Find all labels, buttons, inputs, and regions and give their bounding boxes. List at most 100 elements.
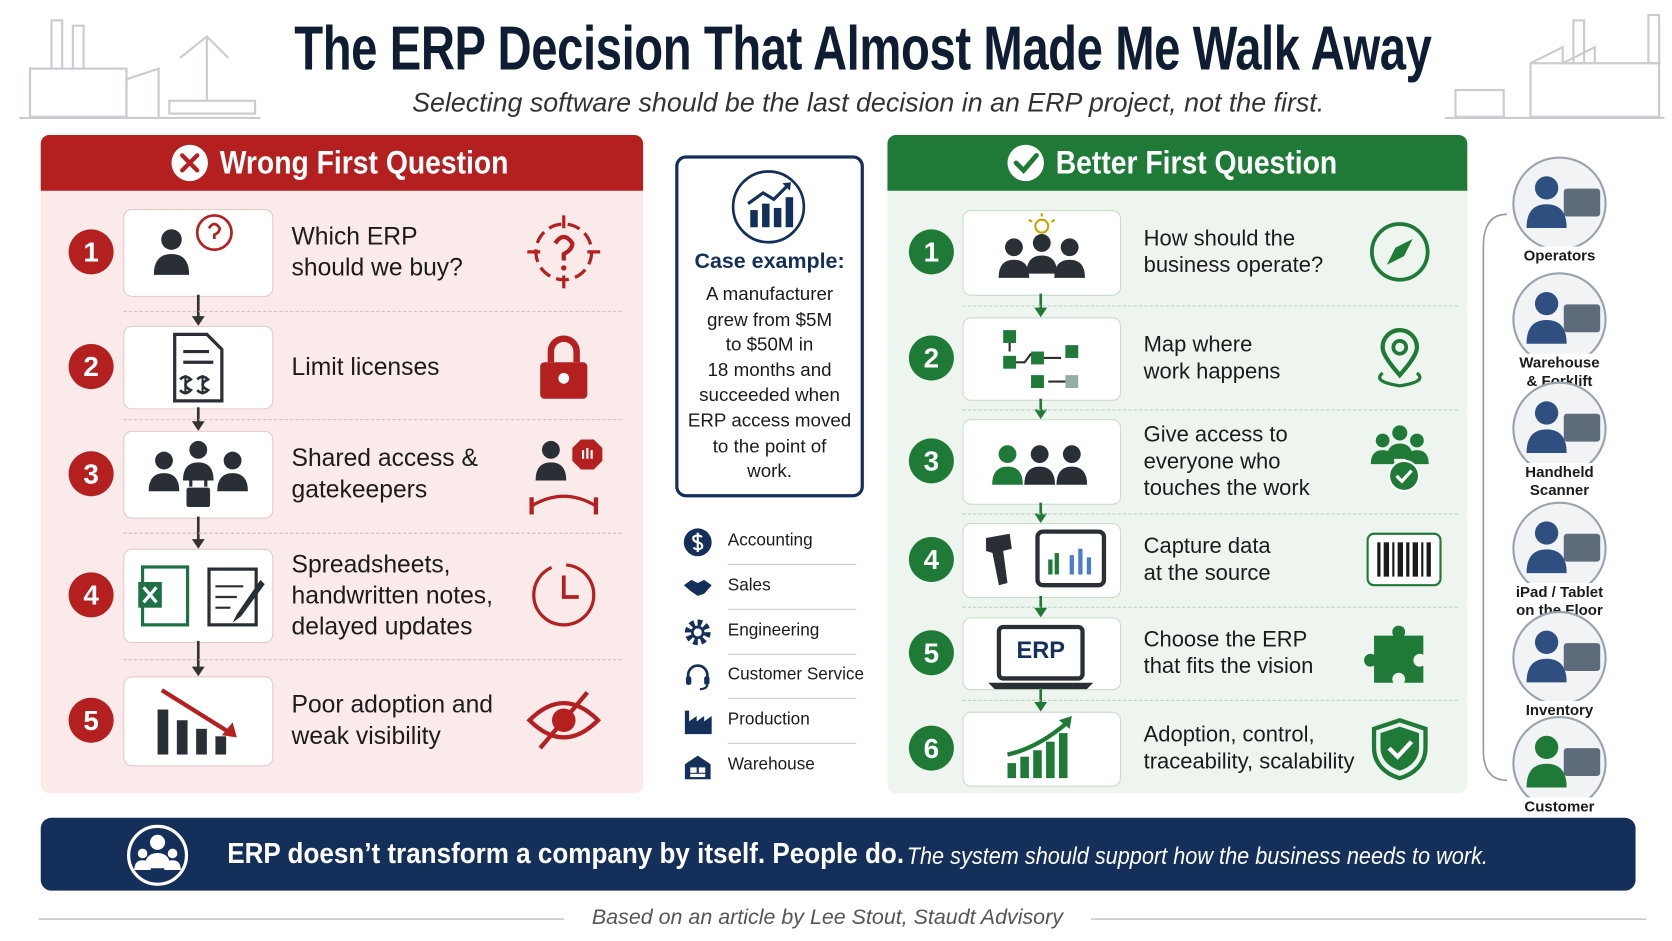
- role-image-svg: [1512, 272, 1607, 367]
- step-number: 1: [908, 229, 954, 275]
- roles-bracket-svg: [1482, 213, 1507, 782]
- role-label: Scanner: [1495, 481, 1624, 499]
- department-icon-svg: [685, 664, 710, 691]
- step-icon-svg: [992, 445, 1088, 485]
- down-arrow-svg: [1034, 688, 1048, 712]
- step-text: gatekeepers: [291, 474, 428, 503]
- step-icon: [962, 707, 1118, 788]
- step-right-icon-svg: [529, 439, 603, 515]
- role-label: iPad / Tablet: [1495, 583, 1624, 601]
- step-text: work happens: [1143, 359, 1281, 384]
- down-arrow: [191, 407, 206, 431]
- role-image-svg: [1512, 610, 1607, 706]
- step-icon: [123, 324, 271, 410]
- role-label: Customer: [1495, 797, 1624, 815]
- step-right-icon: [1364, 621, 1441, 685]
- case-text: succeeded when: [699, 384, 840, 406]
- step-right-icon: [525, 435, 603, 515]
- step-text: at the source: [1143, 560, 1271, 586]
- role-image-svg: [1512, 381, 1607, 476]
- case-text: ERP access moved: [687, 409, 852, 431]
- step-text: handwritten notes,: [291, 580, 493, 609]
- wrong-header: [40, 135, 644, 191]
- step-right-icon-svg: [1370, 425, 1429, 492]
- step-icon: [123, 552, 271, 638]
- step-icon-svg: [157, 688, 237, 755]
- step-text: touches the work: [1143, 475, 1310, 500]
- department-icon: [683, 707, 713, 737]
- step-icon-svg: [988, 624, 1094, 690]
- role-image-svg: [1512, 156, 1607, 251]
- better-title: Better First Question: [1055, 145, 1337, 182]
- separator: [962, 699, 1458, 701]
- department-separator: [727, 742, 857, 745]
- role-image: [1497, 715, 1621, 811]
- step-text: Which ERP: [291, 221, 418, 250]
- role-image: [1497, 272, 1621, 367]
- step-right-icon-svg: [527, 215, 601, 289]
- department-icon: [683, 527, 713, 557]
- separator: [123, 310, 622, 312]
- step-icon-svg: [986, 529, 1107, 588]
- down-arrow-svg: [191, 640, 205, 677]
- case-text: to $50M in: [725, 333, 814, 355]
- step-text: traceability, scalability: [1143, 749, 1355, 774]
- step-icon: [962, 211, 1118, 292]
- down-arrow: [191, 640, 206, 677]
- case-box: [675, 155, 864, 498]
- role-image: [1497, 501, 1621, 596]
- better-header-icon: [1006, 144, 1045, 183]
- roles-bracket: [1477, 213, 1509, 782]
- separator: [962, 408, 1458, 410]
- step-number: 4: [908, 536, 954, 582]
- step-icon: [123, 677, 271, 763]
- down-arrow: [191, 516, 206, 549]
- step-right-icon: [525, 213, 602, 290]
- role-label: Warehouse: [1495, 353, 1624, 371]
- department-icon-svg: [683, 528, 712, 557]
- credit: Based on an article by Lee Stout, Staudt…: [591, 905, 1063, 930]
- down-arrow: [1033, 688, 1048, 712]
- case-text: work.: [747, 460, 792, 482]
- step-number: 5: [68, 697, 114, 743]
- separator: [123, 419, 622, 421]
- case-icon: [731, 169, 806, 244]
- department-separator: [727, 653, 857, 655]
- step-right-icon: [1368, 220, 1441, 284]
- case-text: A manufacturer: [705, 282, 834, 305]
- step-icon: [962, 420, 1118, 501]
- footer-bold: ERP doesn’t transform a company by itsel…: [227, 837, 905, 870]
- step-right-icon: [525, 556, 602, 633]
- step-icon: [962, 317, 1118, 398]
- down-arrow-svg: [1034, 595, 1048, 618]
- department-label: Production: [727, 710, 810, 730]
- role-image-svg: [1512, 715, 1607, 811]
- step-text: Limit licenses: [291, 352, 440, 380]
- department-icon: [683, 617, 713, 647]
- step-icon-svg: [148, 440, 248, 510]
- department-icon: [683, 572, 713, 602]
- step-text: Choose the ERP: [1143, 627, 1308, 652]
- step-right-icon: [1368, 326, 1441, 390]
- step-icon: [123, 431, 271, 517]
- department-label: Accounting: [727, 531, 813, 550]
- role-label: on the Floor: [1495, 601, 1624, 619]
- step-number: 5: [908, 630, 954, 676]
- icon-box: [962, 210, 1122, 296]
- step-text: business operate?: [1143, 252, 1324, 278]
- step-number: 3: [908, 438, 954, 484]
- step-icon-svg: [153, 214, 233, 275]
- department-label: Sales: [727, 576, 771, 595]
- step-text: Give access to: [1143, 421, 1288, 447]
- step-right-icon: [525, 328, 602, 405]
- credit-line-right: [1091, 918, 1647, 920]
- factory-left-svg: [19, 19, 261, 119]
- role-image: [1497, 381, 1621, 476]
- down-arrow-svg: [191, 516, 205, 549]
- step-right-icon-svg: [1378, 327, 1422, 388]
- factory-right: [1444, 13, 1670, 122]
- role-label: Inventory: [1495, 700, 1624, 719]
- department-label: Warehouse: [727, 755, 815, 774]
- step-icon-svg: [173, 332, 224, 403]
